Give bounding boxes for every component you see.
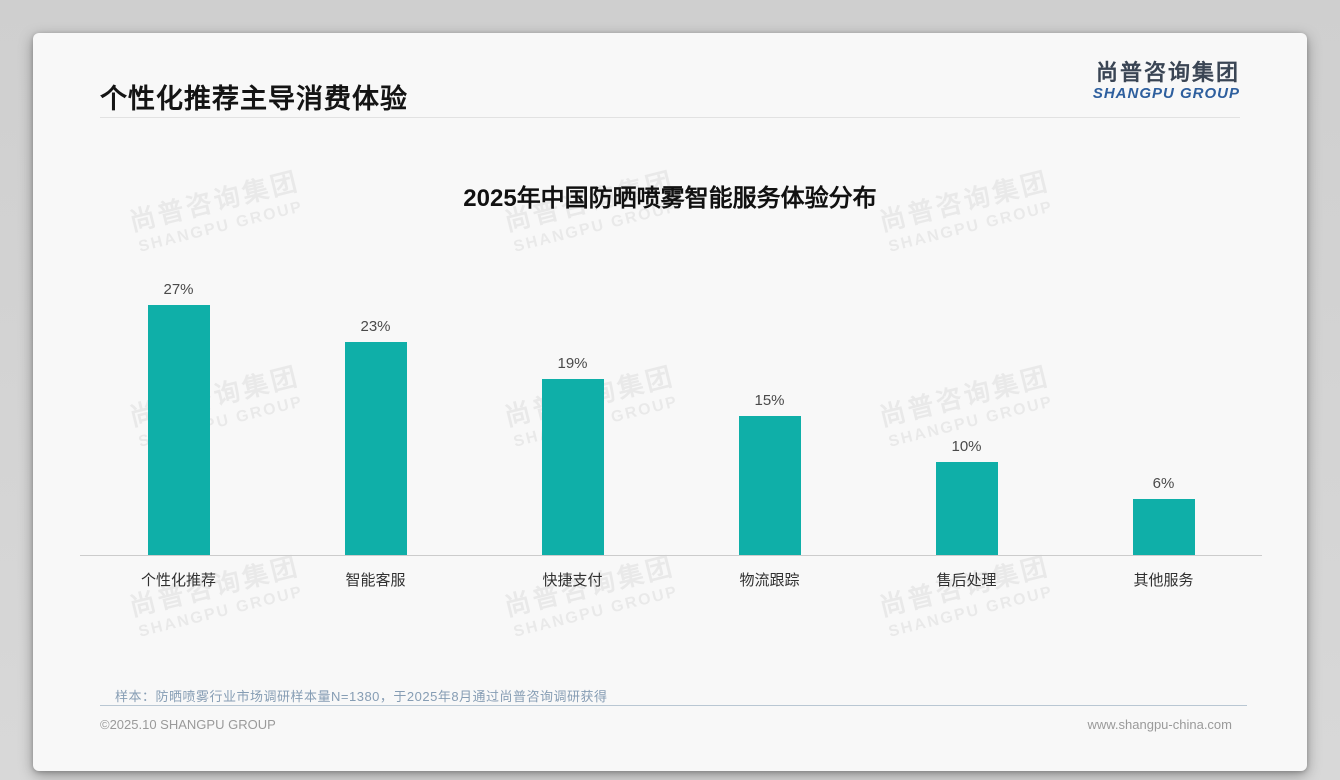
category-label: 物流跟踪 <box>739 572 800 589</box>
bar-value-label: 10% <box>951 438 982 455</box>
logo-text-cn: 尚普咨询集团 <box>1095 60 1240 85</box>
category-label: 快捷支付 <box>542 572 603 589</box>
footer-divider <box>100 705 1247 706</box>
bars-row: 27% 23% 19% 15% 10% 6% <box>80 255 1262 555</box>
bar-column: 19% <box>474 255 671 555</box>
website-text: www.shangpu-china.com <box>1087 717 1232 732</box>
bar-value-label: 19% <box>557 355 588 372</box>
bar-value-label: 27% <box>163 281 194 298</box>
chart-title: 2025年中国防晒喷雾智能服务体验分布 <box>463 185 877 212</box>
footer: ©2025.10 SHANGPU GROUP www.shangpu-china… <box>100 717 1232 732</box>
bar-value-label: 23% <box>360 318 391 335</box>
company-logo: 尚普咨询集团 SHANGPU GROUP <box>1093 60 1240 103</box>
category-label: 售后处理 <box>936 572 997 589</box>
bar-value-label: 15% <box>754 392 785 409</box>
bar <box>344 342 407 555</box>
sample-note: 样本：防晒喷雾行业市场调研样本量N=1380，于2025年8月通过尚普咨询调研获… <box>115 689 608 704</box>
bar-column: 27% <box>80 255 277 555</box>
bar <box>147 305 210 555</box>
page-title: 个性化推荐主导消费体验 <box>100 84 408 114</box>
slide-card: 尚普咨询集团 SHANGPU GROUP 尚普咨询集团 SHANGPU GROUP 尚普… <box>33 33 1307 771</box>
bar-column: 23% <box>277 255 474 555</box>
x-axis-line <box>80 555 1262 556</box>
bar-value-label: 6% <box>1152 475 1175 492</box>
bar <box>1132 499 1195 555</box>
header-divider <box>100 117 1240 118</box>
bar-column: 6% <box>1065 255 1262 555</box>
bar-column: 15% <box>671 255 868 555</box>
category-label: 其他服务 <box>1133 572 1194 589</box>
bar <box>935 462 998 555</box>
category-label: 智能客服 <box>345 572 406 589</box>
logo-text-en: SHANGPU GROUP <box>1092 85 1240 103</box>
bar <box>541 379 604 555</box>
category-label: 个性化推荐 <box>140 572 216 589</box>
labels-row: 个性化推荐 智能客服 快捷支付 物流跟踪 售后处理 其他服务 <box>80 569 1262 590</box>
bar <box>738 416 801 555</box>
copyright-text: ©2025.10 SHANGPU GROUP <box>100 717 276 732</box>
bar-column: 10% <box>868 255 1065 555</box>
